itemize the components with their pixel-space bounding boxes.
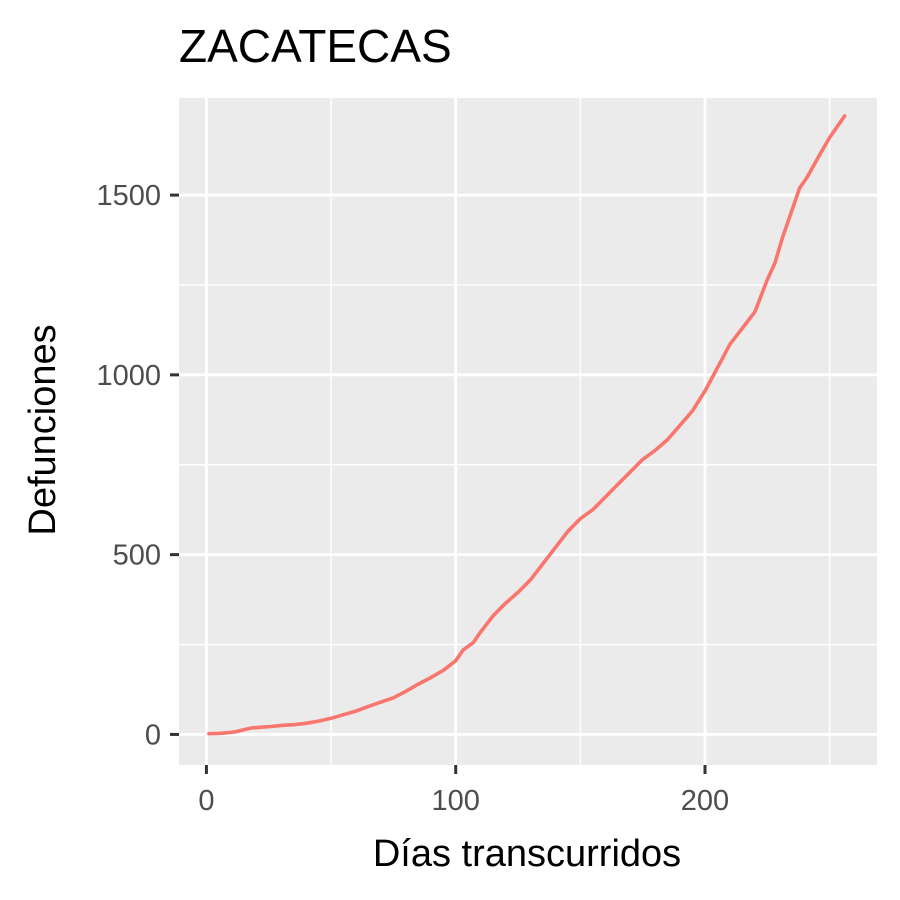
series-line-0 [207,114,847,736]
y-axis: 0 500 1000 1500 [96,180,179,751]
plot-panel [179,98,877,765]
x-tick-label: 0 [198,785,214,817]
x-tick-label: 100 [432,785,480,817]
x-axis-title: Días transcurridos [373,833,681,875]
y-axis-title: Defunciones [22,324,64,535]
y-tick-label: 1500 [96,180,161,212]
series-layer [207,114,847,736]
y-tick-label: 0 [145,719,161,751]
x-axis: 0 100 200 [198,765,729,817]
x-tick-label: 200 [681,785,729,817]
chart-title: ZACATECAS [179,20,452,72]
y-tick-label: 1000 [96,360,161,392]
major-gridlines [179,98,877,765]
minor-gridlines [179,98,877,765]
y-tick-label: 500 [113,540,161,572]
